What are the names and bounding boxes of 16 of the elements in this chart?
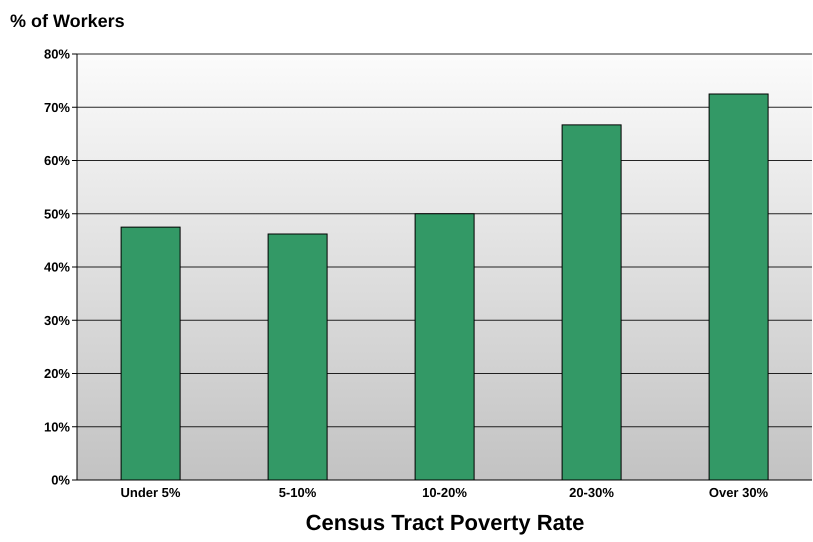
y-tick-label: 50% [44,206,70,222]
y-tick-label: 30% [44,312,70,328]
y-tick-label: 70% [44,100,70,115]
y-tick-label: 80% [44,46,70,62]
x-tick-label: Over 30% [708,485,769,500]
x-tick-label: Under 5% [120,485,181,500]
y-tick-label: 40% [44,260,70,275]
y-tick-label: 10% [44,419,70,434]
x-tick-label: 10-20% [422,485,468,500]
x-tick-label: 20-30% [569,485,614,500]
x-axis-title: Census Tract Poverty Rate [304,510,586,536]
x-tick-label: 5-10% [278,485,317,500]
y-tick-label: 20% [44,366,70,382]
y-tick-label: 60% [44,153,70,168]
y-axis-title: % of Workers [10,11,125,32]
y-tick-label: 0% [51,472,70,488]
